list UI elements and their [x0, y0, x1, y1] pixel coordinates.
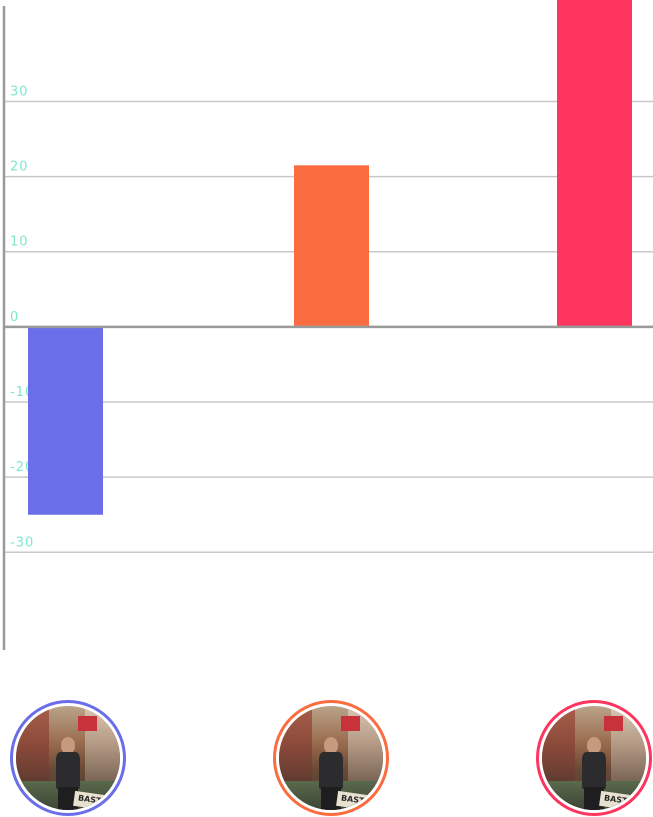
y-tick-label: 20: [10, 160, 29, 175]
profile-photo-icon: BAST: [16, 706, 120, 810]
y-tick-label: -10: [10, 385, 34, 400]
bar[interactable]: [294, 165, 369, 327]
profile-photo-icon: BAST: [279, 706, 383, 810]
avatar-series-1[interactable]: BAST: [10, 700, 126, 816]
bar[interactable]: [557, 0, 632, 327]
avatar-series-3[interactable]: BAST: [536, 700, 652, 816]
avatar-series-2[interactable]: BAST: [273, 700, 389, 816]
bar[interactable]: [28, 326, 103, 515]
y-tick-labels: -30 -20 -10 0 10 20 30: [10, 84, 34, 550]
y-tick-label: 30: [10, 84, 29, 99]
bar-chart: -30 -20 -10 0 10 20 30: [2, 0, 653, 650]
y-tick-label: -30: [10, 535, 34, 550]
profile-photo-icon: BAST: [542, 706, 646, 810]
y-tick-label: 10: [10, 235, 29, 250]
y-tick-label: 0: [10, 310, 19, 325]
bars: [28, 0, 632, 515]
y-tick-label: -20: [10, 460, 34, 475]
